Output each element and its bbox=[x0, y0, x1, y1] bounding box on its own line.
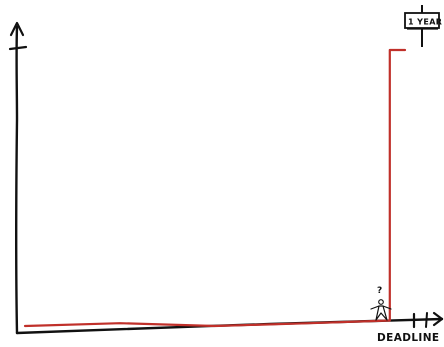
sign-text: 1 YEAR bbox=[408, 18, 442, 27]
y-axis-arrowhead bbox=[9, 21, 25, 37]
x-axis-crossbar bbox=[425, 312, 428, 328]
series-layer bbox=[23, 48, 407, 328]
y-axis-crossbar bbox=[8, 45, 28, 51]
question-mark: ? bbox=[377, 286, 383, 296]
y-axis bbox=[15, 25, 19, 335]
confused-stick-figure-icon: ? bbox=[370, 286, 392, 321]
x-axis-arrowhead bbox=[432, 311, 444, 327]
signpost-icon: 1 YEAR bbox=[404, 5, 442, 47]
series-line-0 bbox=[23, 48, 407, 328]
deadline-label: DEADLINE bbox=[377, 332, 440, 344]
